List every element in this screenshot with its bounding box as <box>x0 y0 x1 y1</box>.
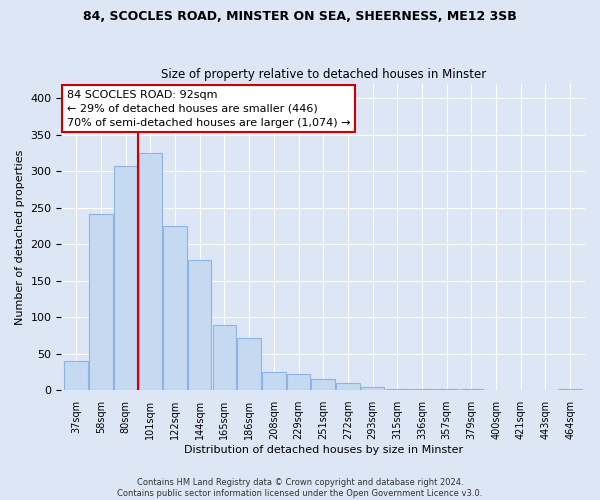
Bar <box>386 389 409 390</box>
Title: Size of property relative to detached houses in Minster: Size of property relative to detached ho… <box>161 68 486 81</box>
Bar <box>287 374 310 390</box>
Bar <box>361 388 385 390</box>
Bar <box>410 389 434 390</box>
Y-axis label: Number of detached properties: Number of detached properties <box>15 149 25 324</box>
Bar <box>212 324 236 390</box>
Bar <box>163 226 187 390</box>
Bar <box>89 214 113 390</box>
Bar <box>336 383 359 390</box>
Bar <box>188 260 211 390</box>
Bar <box>114 166 137 390</box>
X-axis label: Distribution of detached houses by size in Minster: Distribution of detached houses by size … <box>184 445 463 455</box>
Text: 84, SCOCLES ROAD, MINSTER ON SEA, SHEERNESS, ME12 3SB: 84, SCOCLES ROAD, MINSTER ON SEA, SHEERN… <box>83 10 517 23</box>
Bar <box>64 361 88 390</box>
Text: 84 SCOCLES ROAD: 92sqm
← 29% of detached houses are smaller (446)
70% of semi-de: 84 SCOCLES ROAD: 92sqm ← 29% of detached… <box>67 90 350 128</box>
Bar <box>262 372 286 390</box>
Bar <box>238 338 261 390</box>
Bar <box>311 380 335 390</box>
Bar <box>435 389 458 390</box>
Text: Contains HM Land Registry data © Crown copyright and database right 2024.
Contai: Contains HM Land Registry data © Crown c… <box>118 478 482 498</box>
Bar <box>139 153 162 390</box>
